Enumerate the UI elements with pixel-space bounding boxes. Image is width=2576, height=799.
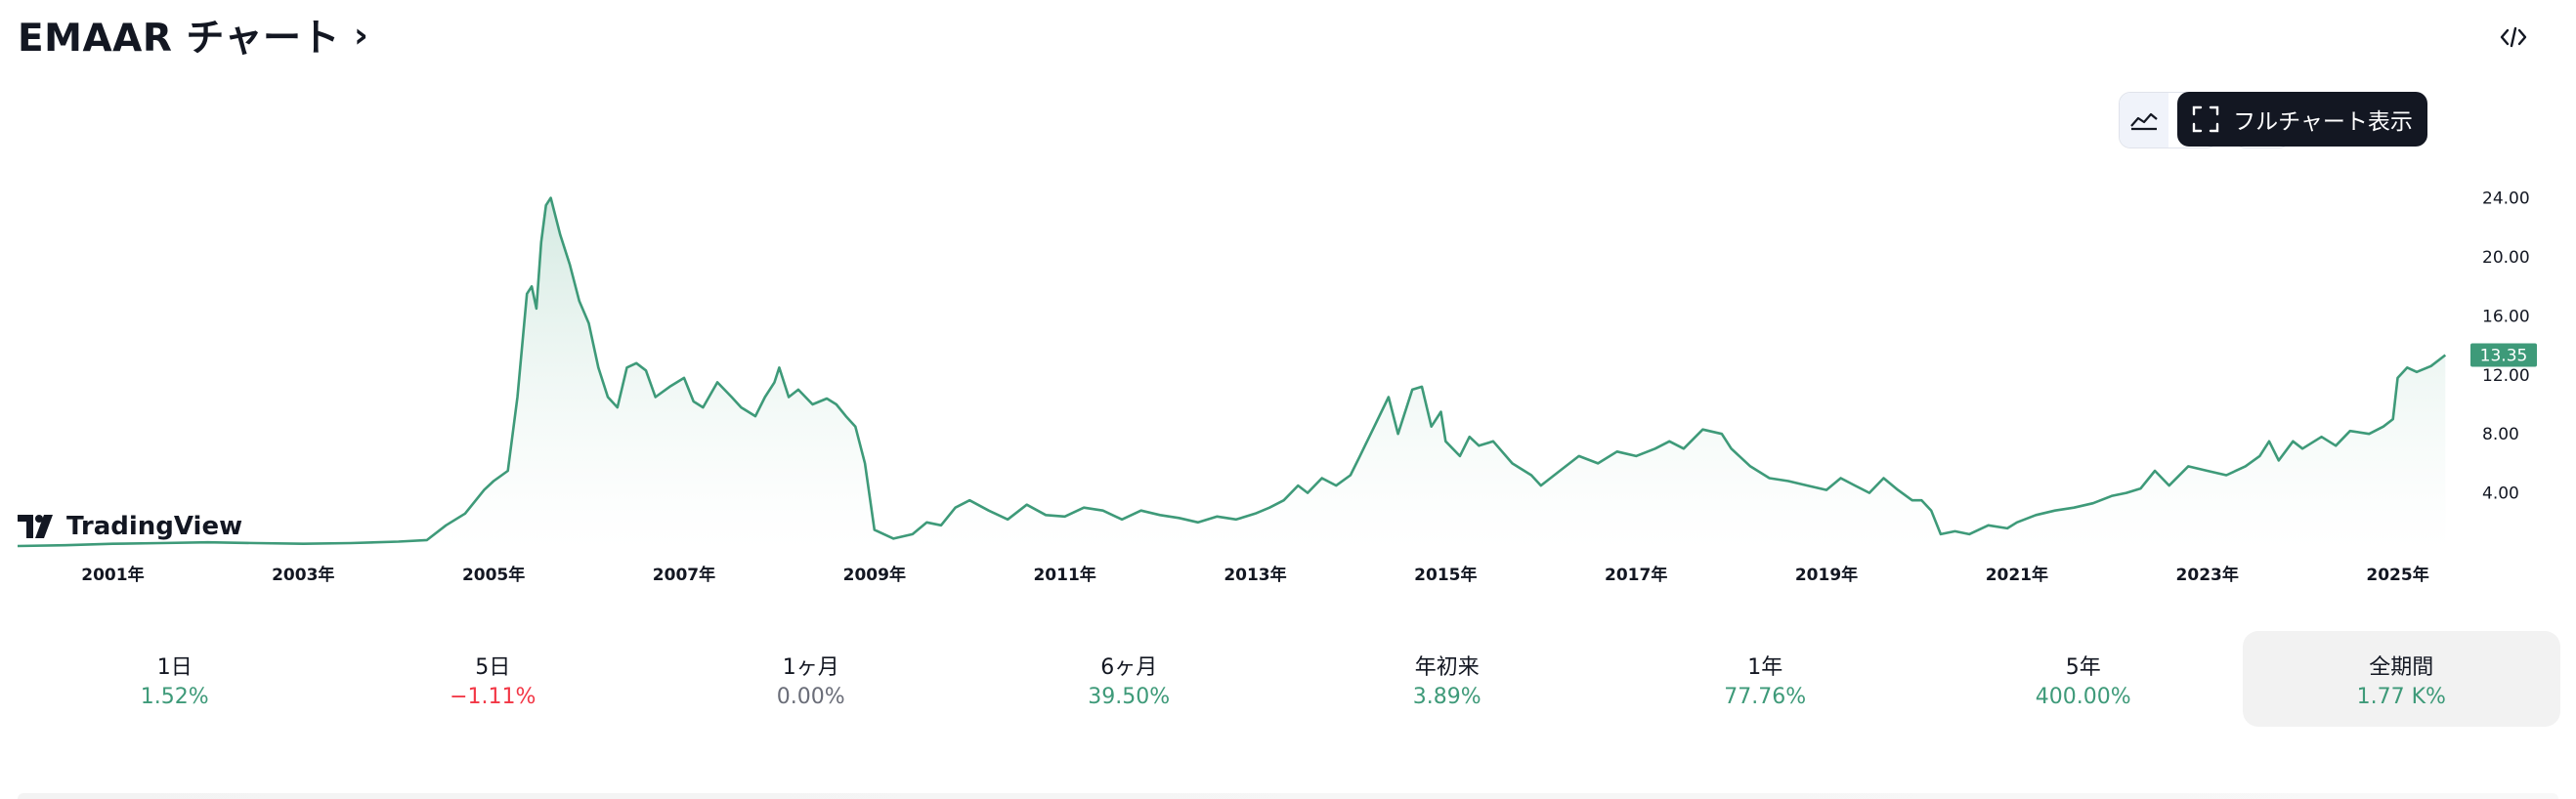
last-price-label: 13.35 xyxy=(2480,346,2528,365)
y-tick-label: 24.00 xyxy=(2482,189,2530,209)
chevron-right-icon: › xyxy=(354,15,369,56)
page-title-text: EMAAR チャート xyxy=(18,17,341,61)
code-embed-icon xyxy=(2500,26,2527,48)
full-chart-label: フルチャート表示 xyxy=(2233,109,2413,135)
performance-item[interactable]: 6ヶ月 39.50% xyxy=(970,631,1289,727)
x-tick-label: 2007年 xyxy=(653,565,715,585)
x-tick-label: 2011年 xyxy=(1033,565,1095,585)
embed-button[interactable] xyxy=(2486,18,2541,57)
performance-value: 77.76% xyxy=(1724,684,1807,709)
performance-row: 1日 1.52% 5日 −1.11% 1ヶ月 0.00% 6ヶ月 39.50% 年初来 3.89%… xyxy=(16,631,2560,727)
performance-value: −1.11% xyxy=(450,684,537,709)
tradingview-logo-text: TradingView xyxy=(66,512,243,541)
performance-value: 1.52% xyxy=(140,684,209,709)
full-chart-button[interactable]: フルチャート表示 xyxy=(2177,92,2427,147)
x-tick-label: 2023年 xyxy=(2176,565,2239,585)
x-tick-label: 2013年 xyxy=(1224,565,1286,585)
performance-value: 3.89% xyxy=(1412,684,1481,709)
performance-value: 400.00% xyxy=(2035,684,2131,709)
tradingview-logo: TradingView xyxy=(18,512,242,541)
performance-item[interactable]: 年初来 3.89% xyxy=(1288,631,1607,727)
performance-label: 5年 xyxy=(2065,654,2101,680)
x-tick-label: 2009年 xyxy=(843,565,906,585)
performance-label: 5日 xyxy=(475,654,511,680)
performance-item[interactable]: 1年 77.76% xyxy=(1607,631,1925,727)
performance-label: 全期間 xyxy=(2369,654,2434,680)
bottom-panel-edge xyxy=(18,793,2558,799)
performance-value: 0.00% xyxy=(776,684,845,709)
x-tick-label: 2015年 xyxy=(1414,565,1477,585)
y-tick-label: 16.00 xyxy=(2482,307,2530,326)
x-tick-label: 2003年 xyxy=(272,565,334,585)
area-chart-icon xyxy=(2130,112,2158,131)
performance-label: 年初来 xyxy=(1414,654,1480,680)
area-chart-button[interactable] xyxy=(2120,93,2168,147)
x-tick-label: 2017年 xyxy=(1605,565,1667,585)
tradingview-mark-icon xyxy=(18,515,53,538)
performance-item[interactable]: 1ヶ月 0.00% xyxy=(652,631,970,727)
performance-label: 6ヶ月 xyxy=(1100,654,1158,680)
y-tick-label: 8.00 xyxy=(2482,425,2519,444)
price-area-fill xyxy=(18,197,2446,549)
price-chart[interactable]: 4.00 8.00 12.00 16.00 20.00 24.00 13.35 2001年 2… xyxy=(0,156,2576,596)
x-tick-label: 2025年 xyxy=(2366,565,2428,585)
performance-item[interactable]: 全期間 1.77 K% xyxy=(2242,631,2560,727)
performance-label: 1年 xyxy=(1747,654,1783,680)
y-tick-label: 12.00 xyxy=(2482,366,2530,386)
x-tick-label: 2021年 xyxy=(1986,565,2048,585)
x-tick-label: 2019年 xyxy=(1795,565,1858,585)
x-tick-label: 2001年 xyxy=(81,565,144,585)
x-tick-label: 2005年 xyxy=(462,565,525,585)
price-series-line xyxy=(17,196,2447,548)
performance-value: 1.77 K% xyxy=(2356,684,2446,709)
y-tick-label: 20.00 xyxy=(2482,248,2530,268)
performance-label: 1ヶ月 xyxy=(782,654,839,680)
performance-item[interactable]: 5年 400.00% xyxy=(1924,631,2243,727)
performance-item[interactable]: 1日 1.52% xyxy=(16,631,334,727)
performance-item[interactable]: 5日 −1.11% xyxy=(334,631,653,727)
page-title[interactable]: EMAAR チャート › xyxy=(18,8,368,63)
y-tick-label: 4.00 xyxy=(2482,484,2519,504)
performance-label: 1日 xyxy=(156,654,193,680)
fullscreen-icon xyxy=(2192,105,2219,133)
performance-value: 39.50% xyxy=(1088,684,1171,709)
last-price-badge xyxy=(2470,343,2537,367)
